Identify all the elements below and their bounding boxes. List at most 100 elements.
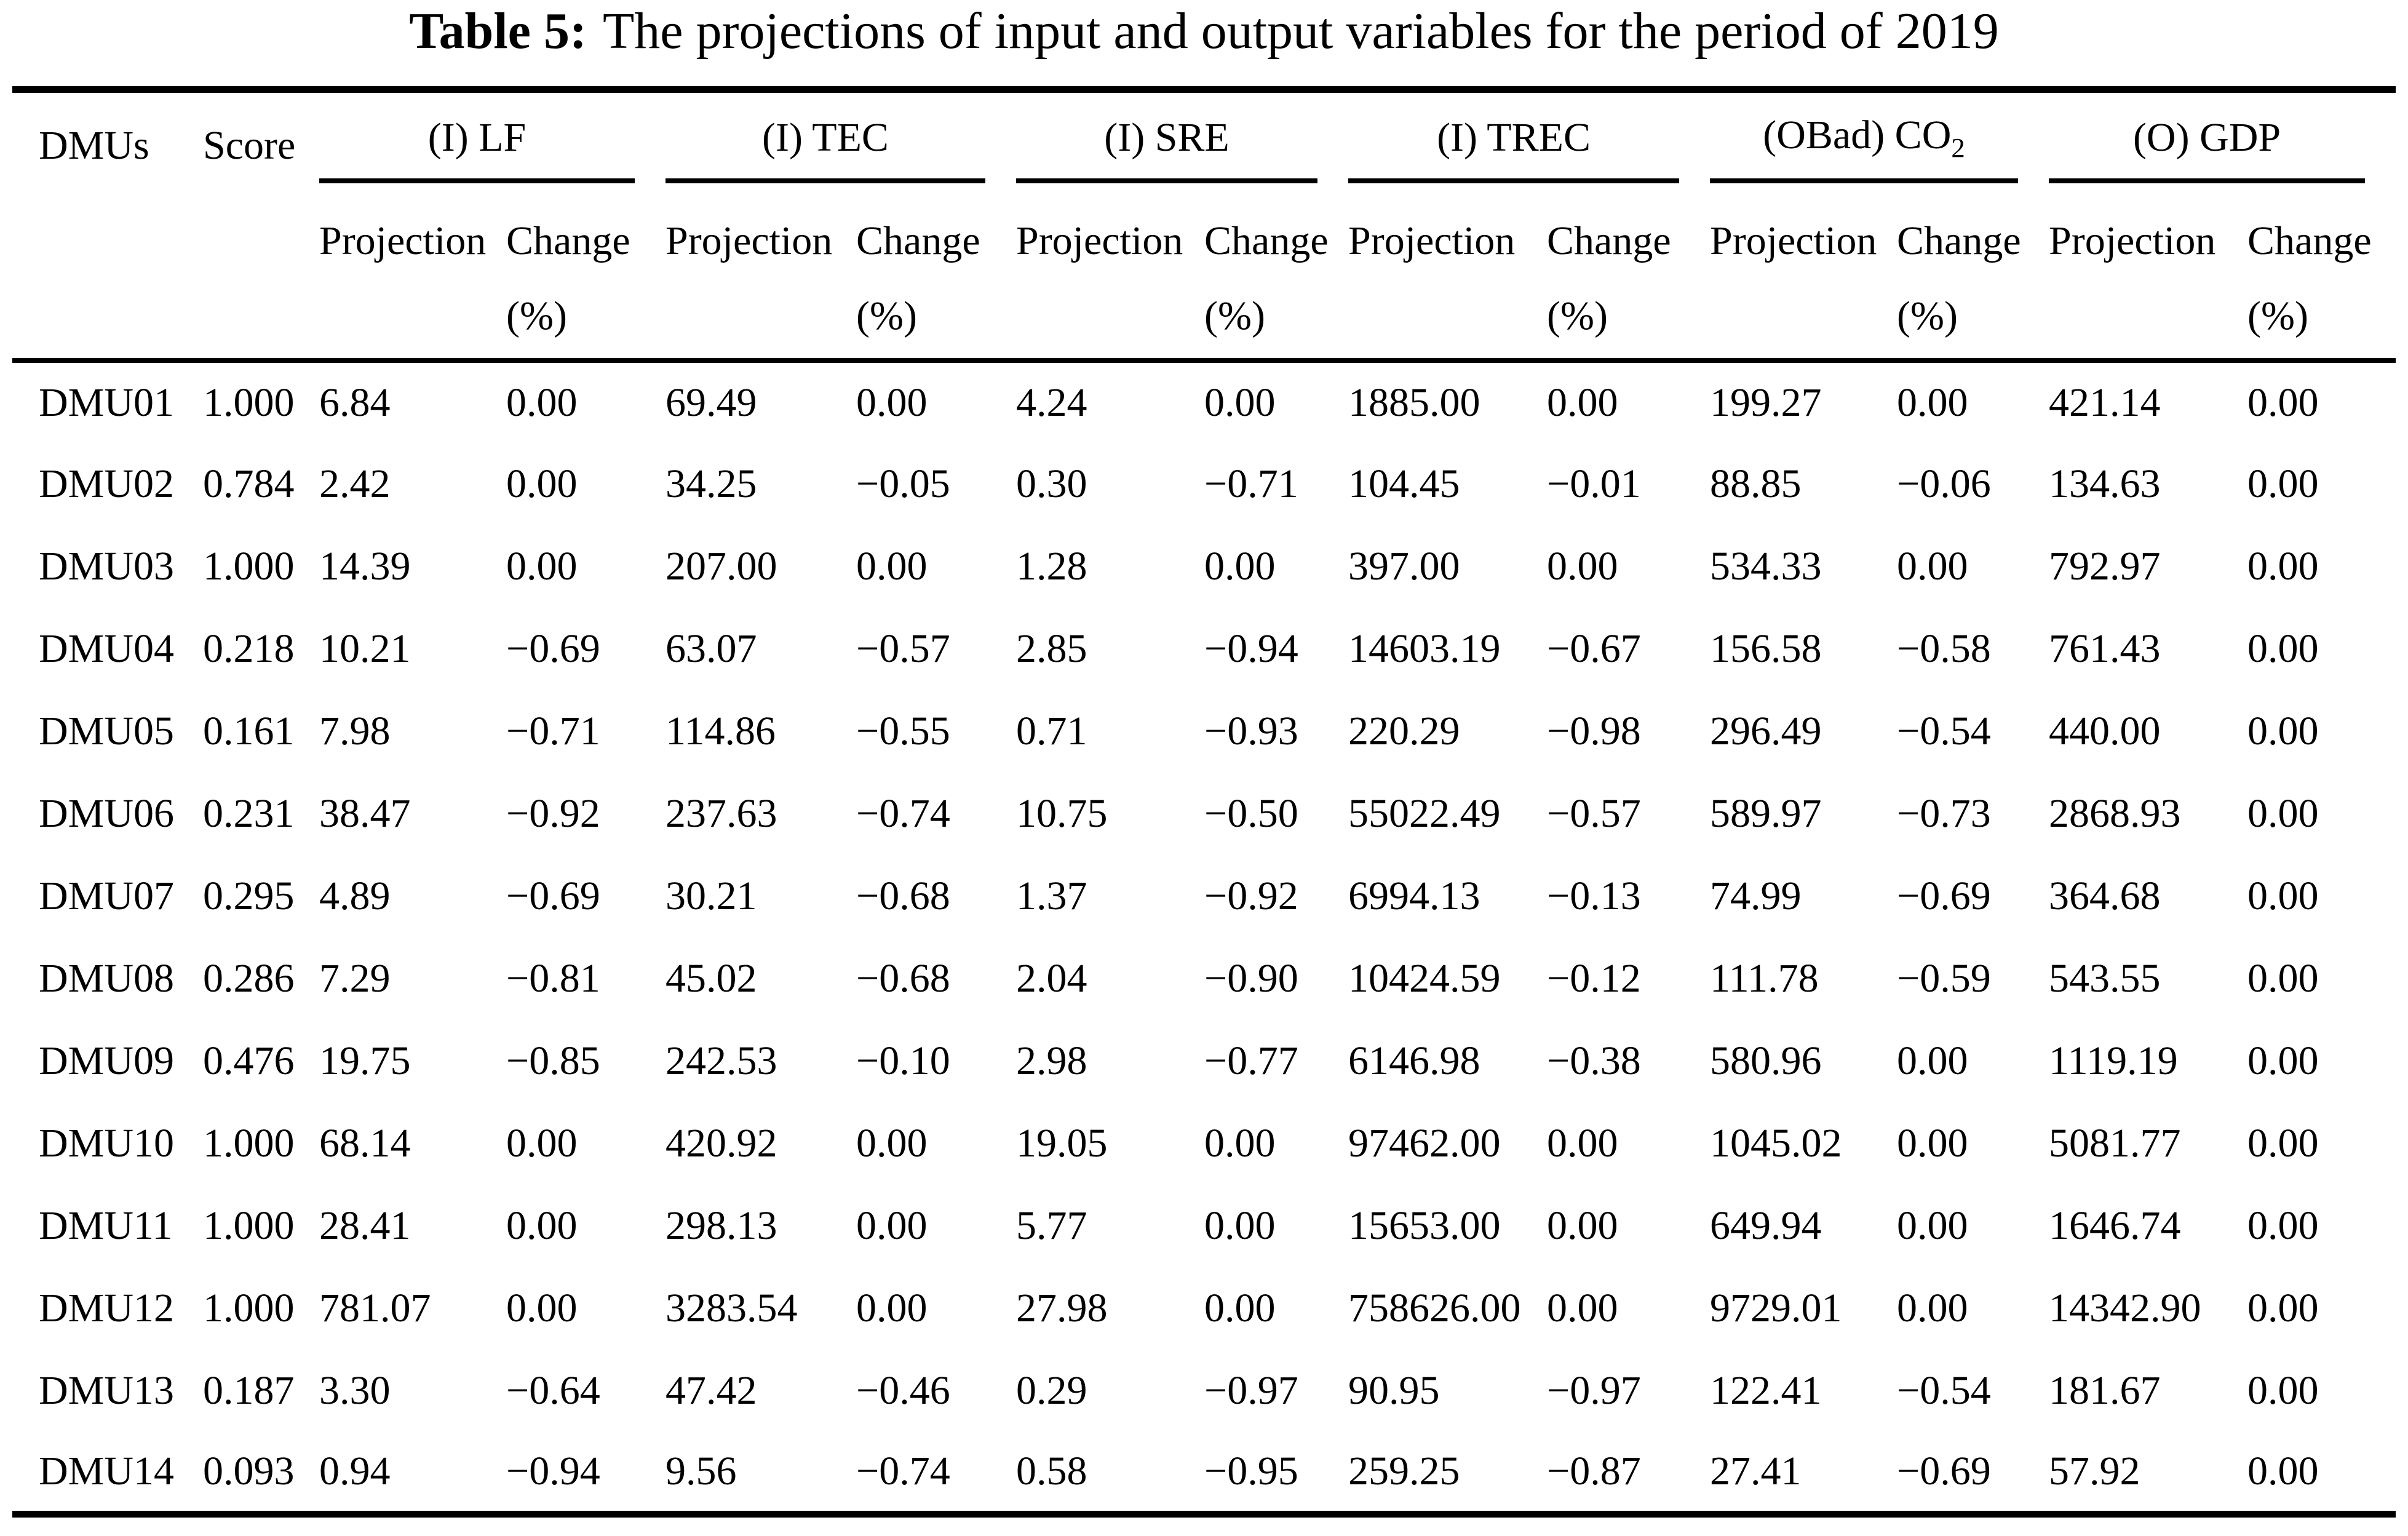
cell-gdp-projection: 421.14 (2049, 380, 2161, 425)
cell-gdp-projection: 57.92 (2049, 1448, 2140, 1494)
cell-lf-projection: 14.39 (319, 543, 411, 589)
group-underline-sre (1016, 178, 1318, 183)
cell-gdp-change: 0.00 (2247, 790, 2319, 836)
cell-trec-change: −0.97 (1547, 1367, 1641, 1413)
cell-lf-change: 0.00 (506, 1203, 578, 1248)
cell-trec-projection: 6994.13 (1348, 873, 1480, 918)
group-header-co2: (OBad) CO2 (1710, 90, 2049, 183)
cell-co2-change: −0.69 (1897, 873, 1991, 918)
cell-dmu: DMU09 (39, 1038, 175, 1083)
cell-lf-projection: 68.14 (319, 1120, 411, 1166)
cell-score: 1.000 (203, 543, 295, 589)
cell-co2-change: −0.58 (1897, 626, 1991, 671)
cell-sre-change: −0.71 (1204, 461, 1298, 506)
table-row-dmu01: DMU01 1.000 6.84 0.00 69.49 0.00 4.24 0.00 1885.… (12, 360, 2396, 443)
cell-gdp-change: 0.00 (2247, 461, 2319, 506)
cell-sre-projection: 10.75 (1016, 790, 1108, 836)
cell-tec-projection: 69.49 (666, 380, 757, 425)
cell-trec-change: −0.01 (1547, 461, 1641, 506)
sub-header-projection-lf: Projection (319, 183, 506, 363)
cell-lf-projection: 7.29 (319, 955, 391, 1001)
cell-score: 0.286 (203, 955, 295, 1001)
cell-co2-change: 0.00 (1897, 543, 1968, 589)
cell-dmu: DMU03 (39, 543, 175, 589)
cell-lf-projection: 0.94 (319, 1448, 391, 1494)
cell-co2-change: 0.00 (1897, 1038, 1968, 1083)
group-label-tec: (I) TEC (762, 115, 889, 161)
group-header-row: DMUs Score (I) LF (I) TEC (I) SRE (I) TREC (… (12, 89, 2396, 363)
sub-header-projection-co2: Projection (1710, 183, 1897, 363)
table-row-dmu02: DMU02 0.784 2.42 0.00 34.25 −0.05 0.30 −0.71 104… (12, 443, 2396, 525)
cell-trec-projection: 14603.19 (1348, 626, 1501, 671)
cell-tec-projection: 207.00 (666, 543, 777, 589)
col-header-score: Score (203, 89, 319, 363)
cell-lf-projection: 19.75 (319, 1038, 411, 1083)
cell-co2-change: 0.00 (1897, 1285, 1968, 1331)
table-row-dmu06: DMU06 0.231 38.47 −0.92 237.63 −0.74 10.75 −0.5… (12, 773, 2396, 855)
cell-co2-projection: 589.97 (1710, 790, 1822, 836)
cell-tec-change: 0.00 (856, 1203, 928, 1248)
cell-trec-projection: 1885.00 (1348, 380, 1480, 425)
cell-gdp-projection: 792.97 (2049, 543, 2161, 589)
cell-tec-projection: 63.07 (666, 626, 757, 671)
cell-trec-change: −0.98 (1547, 708, 1641, 754)
table-caption-text: The projections of input and output vari… (602, 2, 1999, 60)
sub-header-change-trec: Change (%) (1547, 183, 1711, 363)
cell-co2-change: −0.06 (1897, 461, 1991, 506)
cell-sre-projection: 0.58 (1016, 1448, 1087, 1494)
sub-header-change-gdp: Change (%) (2247, 183, 2396, 363)
cell-tec-projection: 30.21 (666, 873, 757, 918)
cell-co2-projection: 580.96 (1710, 1038, 1822, 1083)
cell-co2-projection: 199.27 (1710, 380, 1822, 425)
cell-co2-change: −0.54 (1897, 1367, 1991, 1413)
sub-header-projection-tec: Projection (666, 183, 856, 363)
cell-dmu: DMU14 (39, 1448, 175, 1494)
cell-lf-change: −0.81 (506, 955, 600, 1001)
cell-co2-projection: 88.85 (1710, 461, 1802, 506)
cell-score: 0.231 (203, 790, 295, 836)
cell-dmu: DMU08 (39, 955, 175, 1001)
cell-co2-change: −0.59 (1897, 955, 1991, 1001)
cell-trec-projection: 259.25 (1348, 1448, 1460, 1494)
cell-gdp-change: 0.00 (2247, 955, 2319, 1001)
cell-co2-change: −0.73 (1897, 790, 1991, 836)
cell-co2-projection: 122.41 (1710, 1367, 1822, 1413)
cell-gdp-change: 0.00 (2247, 543, 2319, 589)
cell-tec-projection: 47.42 (666, 1367, 757, 1413)
table-row-dmu11: DMU11 1.000 28.41 0.00 298.13 0.00 5.77 0.00 156… (12, 1185, 2396, 1267)
cell-sre-projection: 19.05 (1016, 1120, 1108, 1166)
cell-score: 0.476 (203, 1038, 295, 1083)
cell-trec-change: −0.38 (1547, 1038, 1641, 1083)
cell-co2-change: 0.00 (1897, 1203, 1968, 1248)
cell-sre-change: 0.00 (1204, 380, 1276, 425)
cell-sre-change: −0.93 (1204, 708, 1298, 754)
cell-sre-projection: 0.29 (1016, 1367, 1087, 1413)
cell-sre-change: −0.90 (1204, 955, 1298, 1001)
cell-tec-projection: 114.86 (666, 708, 776, 754)
cell-trec-projection: 220.29 (1348, 708, 1460, 754)
cell-lf-change: 0.00 (506, 1120, 578, 1166)
cell-sre-projection: 4.24 (1016, 380, 1087, 425)
cell-gdp-change: 0.00 (2247, 1448, 2319, 1494)
cell-gdp-change: 0.00 (2247, 873, 2319, 918)
cell-tec-change: −0.10 (856, 1038, 950, 1083)
cell-dmu: DMU05 (39, 708, 175, 754)
cell-trec-projection: 104.45 (1348, 461, 1460, 506)
cell-tec-change: 0.00 (856, 380, 928, 425)
table-row-dmu13: DMU13 0.187 3.30 −0.64 47.42 −0.46 0.29 −0.97 90… (12, 1350, 2396, 1432)
cell-lf-projection: 781.07 (319, 1285, 431, 1331)
cell-tec-projection: 237.63 (666, 790, 777, 836)
cell-sre-change: −0.95 (1204, 1448, 1298, 1494)
cell-trec-change: −0.12 (1547, 955, 1641, 1001)
cell-trec-projection: 15653.00 (1348, 1203, 1501, 1248)
sub-header-change-lf: Change (%) (506, 183, 666, 363)
cell-co2-projection: 9729.01 (1710, 1285, 1842, 1331)
cell-gdp-projection: 181.67 (2049, 1367, 2161, 1413)
cell-co2-projection: 111.78 (1710, 955, 1819, 1001)
cell-tec-projection: 34.25 (666, 461, 757, 506)
cell-sre-projection: 0.71 (1016, 708, 1087, 754)
cell-trec-change: 0.00 (1547, 1120, 1618, 1166)
cell-tec-change: −0.46 (856, 1367, 950, 1413)
cell-tec-projection: 9.56 (666, 1448, 737, 1494)
cell-lf-projection: 38.47 (319, 790, 411, 836)
